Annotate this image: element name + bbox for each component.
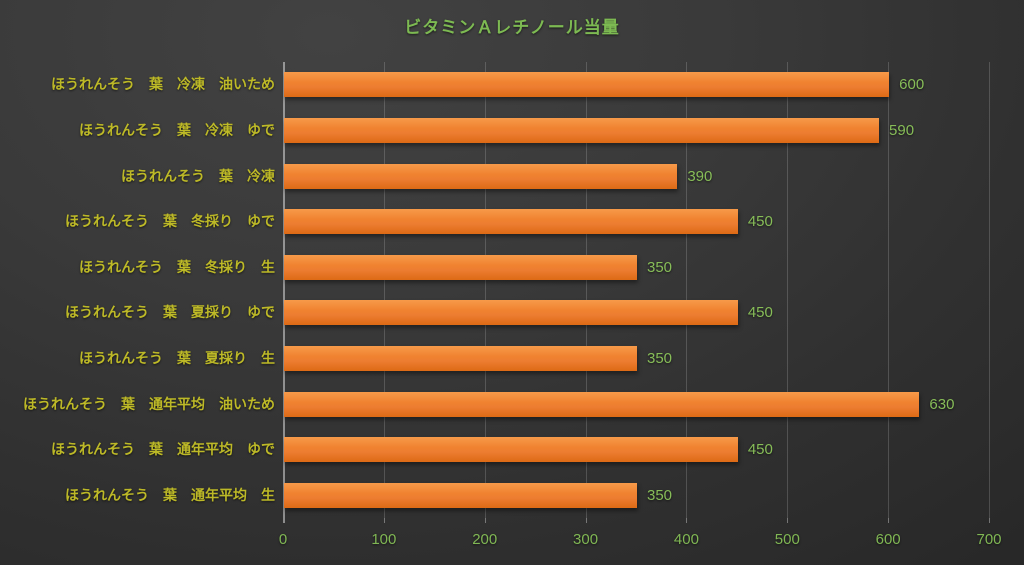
bar bbox=[284, 437, 738, 463]
x-axis-tick-label: 0 bbox=[278, 531, 288, 548]
bar-value-label: 350 bbox=[647, 258, 673, 276]
bar bbox=[284, 209, 738, 235]
axis-tick-mark bbox=[484, 518, 486, 523]
x-axis-tick-label: 300 bbox=[573, 531, 599, 548]
category-label: ほうれんそう 葉 通年平均 生 bbox=[65, 486, 275, 503]
axis-tick-mark bbox=[888, 518, 890, 523]
bar-value-label: 450 bbox=[747, 304, 773, 322]
gridline bbox=[484, 62, 486, 518]
axis-tick-mark bbox=[686, 518, 688, 523]
bar bbox=[284, 391, 920, 417]
category-label: ほうれんそう 葉 冬採り ゆで bbox=[65, 213, 275, 230]
bar bbox=[284, 163, 678, 189]
bar bbox=[284, 254, 637, 280]
category-label: ほうれんそう 葉 通年平均 ゆで bbox=[51, 441, 275, 458]
gridline bbox=[989, 62, 990, 518]
vertical-axis-line bbox=[283, 62, 285, 523]
bar bbox=[284, 345, 637, 371]
chart-title: ビタミンＡレチノール当量 bbox=[404, 18, 620, 37]
gridline bbox=[585, 62, 587, 518]
bar-value-label: 350 bbox=[647, 486, 673, 504]
category-label: ほうれんそう 葉 冬採り 生 bbox=[79, 258, 275, 275]
bar-value-label: 600 bbox=[899, 76, 925, 94]
x-axis-tick-label: 100 bbox=[371, 531, 397, 548]
bar bbox=[284, 300, 738, 326]
bar-value-label: 590 bbox=[889, 121, 915, 139]
bar-value-label: 350 bbox=[647, 349, 673, 367]
x-axis-tick-label: 600 bbox=[875, 531, 901, 548]
axis-tick-mark bbox=[787, 518, 789, 523]
x-axis-tick-label: 500 bbox=[774, 531, 800, 548]
bar bbox=[284, 482, 637, 508]
x-axis-tick-label: 200 bbox=[472, 531, 498, 548]
gridline bbox=[383, 62, 385, 518]
category-label: ほうれんそう 葉 冷凍 油いため bbox=[51, 76, 275, 93]
category-label: ほうれんそう 葉 夏採り 生 bbox=[79, 349, 275, 366]
bar bbox=[284, 72, 890, 98]
category-label: ほうれんそう 葉 冷凍 bbox=[121, 167, 275, 184]
axis-tick-mark bbox=[383, 518, 385, 523]
bar-value-label: 450 bbox=[747, 441, 773, 459]
gridline bbox=[888, 62, 890, 518]
category-label: ほうれんそう 葉 夏採り ゆで bbox=[65, 304, 275, 321]
bar-value-label: 630 bbox=[929, 395, 955, 413]
bar bbox=[284, 117, 880, 143]
bar-value-label: 390 bbox=[687, 167, 713, 185]
x-axis-tick-label: 400 bbox=[673, 531, 699, 548]
gridline bbox=[787, 62, 789, 518]
category-label: ほうれんそう 葉 通年平均 油いため bbox=[23, 395, 275, 412]
x-axis-tick-label: 700 bbox=[976, 531, 1002, 548]
category-label: ほうれんそう 葉 冷凍 ゆで bbox=[79, 121, 275, 138]
axis-tick-mark bbox=[989, 518, 990, 523]
gridline bbox=[686, 62, 688, 518]
axis-tick-mark bbox=[585, 518, 587, 523]
bar-value-label: 450 bbox=[747, 213, 773, 231]
